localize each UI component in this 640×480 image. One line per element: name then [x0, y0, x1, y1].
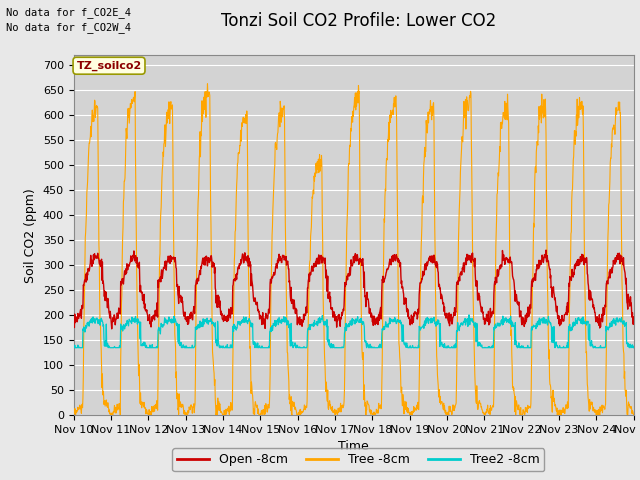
Tree2 -8cm [181, 345, 189, 350]
Tree -8cm [195, 192, 202, 197]
Open -8cm [564, 310, 572, 315]
Tree2 -8cm [195, 322, 202, 328]
Text: No data for f_CO2E_4: No data for f_CO2E_4 [6, 7, 131, 18]
Y-axis label: Soil CO2 (ppm): Soil CO2 (ppm) [24, 188, 37, 283]
Line: Tree -8cm: Tree -8cm [74, 84, 634, 415]
Tree2 -8cm [257, 345, 265, 350]
Text: No data for f_CO2W_4: No data for f_CO2W_4 [6, 22, 131, 33]
Open -8cm [70, 311, 77, 317]
Open -8cm [514, 301, 522, 307]
Tree2 -8cm [70, 345, 78, 350]
Open -8cm [441, 312, 449, 317]
Tree -8cm [72, 412, 79, 418]
Line: Open -8cm: Open -8cm [74, 250, 634, 329]
Tree -8cm [204, 81, 211, 87]
Legend: Open -8cm, Tree -8cm, Tree2 -8cm: Open -8cm, Tree -8cm, Tree2 -8cm [172, 448, 545, 471]
Tree -8cm [442, 410, 449, 416]
Tree2 -8cm [515, 344, 522, 350]
Tree -8cm [70, 408, 77, 414]
Tree -8cm [564, 402, 572, 408]
Tree2 -8cm [465, 312, 473, 318]
Tree -8cm [515, 403, 522, 408]
Tree2 -8cm [564, 345, 572, 350]
Line: Tree2 -8cm: Tree2 -8cm [74, 315, 634, 348]
Tree -8cm [181, 409, 189, 415]
Text: Tonzi Soil CO2 Profile: Lower CO2: Tonzi Soil CO2 Profile: Lower CO2 [221, 12, 496, 30]
Tree2 -8cm [70, 344, 77, 350]
Tree2 -8cm [630, 345, 637, 350]
Text: TZ_soilco2: TZ_soilco2 [76, 60, 141, 71]
Tree -8cm [258, 408, 266, 413]
Open -8cm [257, 313, 265, 319]
Tree -8cm [630, 412, 637, 418]
Open -8cm [195, 278, 202, 284]
Open -8cm [181, 309, 189, 315]
Tree2 -8cm [441, 343, 449, 348]
Open -8cm [108, 326, 116, 332]
X-axis label: Time: Time [338, 441, 369, 454]
Open -8cm [542, 247, 550, 253]
Open -8cm [630, 314, 637, 320]
